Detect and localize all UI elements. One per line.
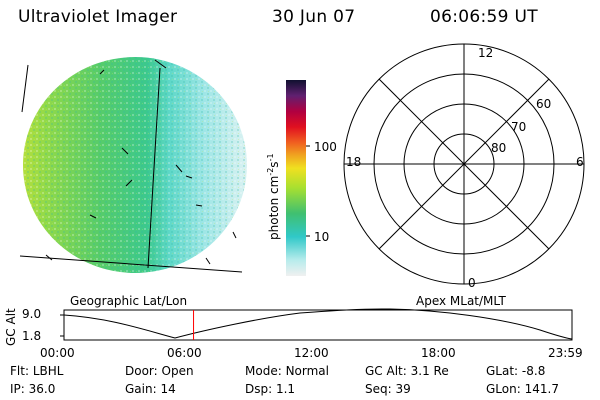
unit-mid: s bbox=[267, 161, 281, 168]
status-gc-alt: GC Alt: 3.1 Re bbox=[365, 364, 449, 378]
lat-label-70: 70 bbox=[511, 120, 527, 134]
status-door: Door: Open bbox=[125, 364, 194, 378]
lat-label-80: 80 bbox=[491, 141, 507, 155]
status-flt: Flt: LBHL bbox=[10, 364, 64, 378]
image-grid-lines bbox=[19, 59, 243, 273]
status-ip: IP: 36.0 bbox=[10, 382, 56, 396]
colorbar bbox=[286, 80, 306, 276]
xtick-2359: 23:59 bbox=[548, 346, 583, 360]
colorbar-unit-label: photon cm-2s-1 bbox=[266, 153, 281, 240]
instrument-title: Ultraviolet Imager bbox=[18, 7, 178, 27]
lat-label-60: 60 bbox=[536, 97, 552, 111]
timeline-ylabel: GC Alt bbox=[4, 308, 18, 346]
mlt-label-18: 18 bbox=[346, 155, 362, 169]
time-label: 06:06:59 UT bbox=[430, 7, 538, 27]
colorbar-tick-label-10: 10 bbox=[314, 230, 330, 244]
date-label: 30 Jun 07 bbox=[272, 7, 356, 27]
left-caption: Geographic Lat/Lon bbox=[70, 294, 188, 308]
unit-sup1: -2 bbox=[266, 167, 275, 176]
xtick-0600: 06:00 bbox=[167, 346, 202, 360]
colorbar-tick-label-100: 100 bbox=[314, 140, 337, 154]
ytick-1-8: 1.8 bbox=[22, 329, 42, 343]
xtick-1800: 18:00 bbox=[421, 346, 456, 360]
unit-base: photon cm bbox=[267, 175, 281, 240]
unit-sup2: -1 bbox=[266, 153, 275, 162]
ytick-9: 9.0 bbox=[22, 307, 42, 321]
right-caption: Apex MLat/MLT bbox=[416, 294, 506, 308]
status-glon: GLon: 141.7 bbox=[486, 382, 559, 396]
status-glat: GLat: -8.8 bbox=[486, 364, 546, 378]
timeline-plot bbox=[60, 308, 573, 341]
earth-disk-image bbox=[23, 57, 247, 273]
mlt-label-12: 12 bbox=[478, 46, 494, 60]
status-dsp: Dsp: 1.1 bbox=[245, 382, 296, 396]
status-seq: Seq: 39 bbox=[365, 382, 411, 396]
mlt-label-0: 0 bbox=[468, 276, 476, 290]
polar-plot bbox=[343, 43, 585, 285]
mlt-label-6: 6 bbox=[576, 155, 584, 169]
altitude-curve bbox=[63, 308, 573, 340]
xtick-0000: 00:00 bbox=[40, 346, 75, 360]
status-gain: Gain: 14 bbox=[125, 382, 176, 396]
status-mode: Mode: Normal bbox=[245, 364, 329, 378]
xtick-1200: 12:00 bbox=[294, 346, 329, 360]
